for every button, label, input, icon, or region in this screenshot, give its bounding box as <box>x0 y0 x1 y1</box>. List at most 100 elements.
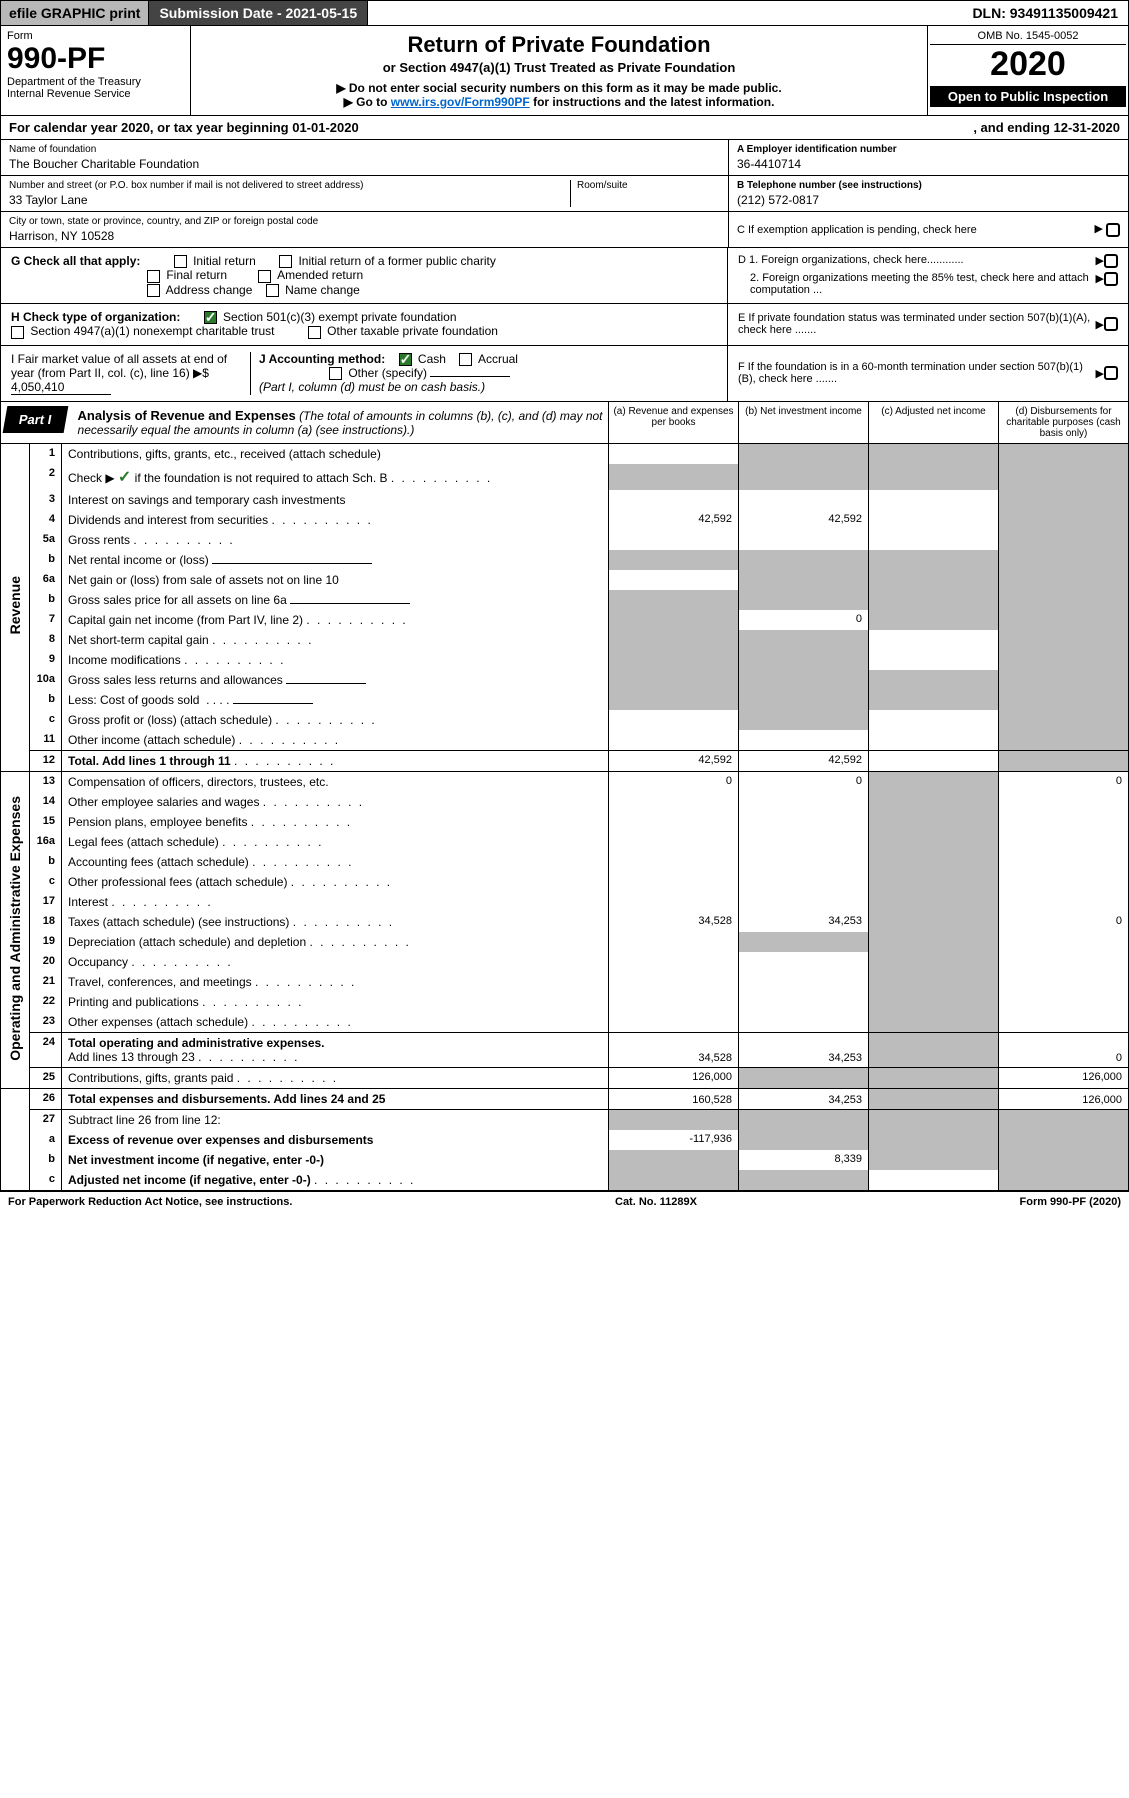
form-note-2: ▶ Go to www.irs.gov/Form990PF for instru… <box>201 95 917 109</box>
dept-label: Department of the Treasury <box>7 76 184 88</box>
initial-return-cb[interactable] <box>174 255 187 268</box>
line-21: Travel, conferences, and meetings <box>62 972 609 992</box>
part1-label: Part I <box>3 406 68 433</box>
revenue-section-label: Revenue <box>7 576 23 634</box>
line-22: Printing and publications <box>62 992 609 1012</box>
name-change-cb[interactable] <box>266 284 279 297</box>
other-method-cb[interactable] <box>329 367 342 380</box>
j-label: J Accounting method: <box>259 352 385 366</box>
j-note: (Part I, column (d) must be on cash basi… <box>259 380 485 394</box>
room-label: Room/suite <box>577 180 720 191</box>
calyear-end: , and ending 12-31-2020 <box>973 120 1120 135</box>
line-27a: Excess of revenue over expenses and disb… <box>62 1130 609 1150</box>
form-number: 990-PF <box>7 42 184 76</box>
footer-left: For Paperwork Reduction Act Notice, see … <box>8 1196 292 1208</box>
line-14: Other employee salaries and wages <box>62 792 609 812</box>
part1-table: Revenue 1Contributions, gifts, grants, e… <box>0 444 1129 1191</box>
exemption-checkbox[interactable] <box>1106 223 1120 237</box>
amended-cb[interactable] <box>258 270 271 283</box>
dln: DLN: 93491135009421 <box>962 1 1128 25</box>
part1-header: Part I Analysis of Revenue and Expenses … <box>0 402 1129 444</box>
f-label: F If the foundation is in a 60-month ter… <box>738 361 1096 385</box>
form-subtitle: or Section 4947(a)(1) Trust Treated as P… <box>201 60 917 75</box>
line-5b: Net rental income or (loss) <box>62 550 609 570</box>
line-4: Dividends and interest from securities <box>62 510 609 530</box>
col-c-header: (c) Adjusted net income <box>868 402 998 443</box>
address-change-cb[interactable] <box>147 284 160 297</box>
tax-year: 2020 <box>930 45 1126 84</box>
line-25: Contributions, gifts, grants paid <box>62 1067 609 1088</box>
line-15: Pension plans, employee benefits <box>62 812 609 832</box>
check-row-gd: G Check all that apply: Initial return I… <box>0 248 1129 304</box>
irs-label: Internal Revenue Service <box>7 88 184 100</box>
line-11: Other income (attach schedule) <box>62 730 609 751</box>
open-public-label: Open to Public Inspection <box>930 86 1126 107</box>
name-label: Name of foundation <box>9 144 720 155</box>
line-17: Interest <box>62 892 609 912</box>
e-checkbox[interactable] <box>1104 317 1118 331</box>
col-b-header: (b) Net investment income <box>738 402 868 443</box>
e-label: E If private foundation status was termi… <box>738 312 1096 336</box>
line-9: Income modifications <box>62 650 609 670</box>
col-d-header: (d) Disbursements for charitable purpose… <box>998 402 1128 443</box>
part1-title: Analysis of Revenue and Expenses <box>78 408 296 423</box>
footer-center: Cat. No. 11289X <box>615 1196 697 1208</box>
irs-link[interactable]: www.irs.gov/Form990PF <box>391 95 530 109</box>
d1-label: D 1. Foreign organizations, check here..… <box>738 254 1096 268</box>
d2-checkbox[interactable] <box>1104 272 1118 286</box>
final-return-cb[interactable] <box>147 270 160 283</box>
line-8: Net short-term capital gain <box>62 630 609 650</box>
ein-label: A Employer identification number <box>737 144 897 155</box>
line-10b: Less: Cost of goods sold . . . . <box>62 690 609 710</box>
cash-cb[interactable] <box>399 353 412 366</box>
501c3-cb[interactable] <box>204 311 217 324</box>
line-20: Occupancy <box>62 952 609 972</box>
line-6b: Gross sales price for all assets on line… <box>62 590 609 610</box>
line-23: Other expenses (attach schedule) <box>62 1012 609 1033</box>
line-27c: Adjusted net income (if negative, enter … <box>62 1170 609 1191</box>
ein-value: 36-4410714 <box>737 157 1120 171</box>
omb-number: OMB No. 1545-0052 <box>930 28 1126 45</box>
line-16a: Legal fees (attach schedule) <box>62 832 609 852</box>
calyear-begin: For calendar year 2020, or tax year begi… <box>9 120 359 135</box>
submission-date: Submission Date - 2021-05-15 <box>149 1 368 25</box>
expenses-section-label: Operating and Administrative Expenses <box>7 796 23 1061</box>
line-16c: Other professional fees (attach schedule… <box>62 872 609 892</box>
line-10c: Gross profit or (loss) (attach schedule) <box>62 710 609 730</box>
form-header: Form 990-PF Department of the Treasury I… <box>0 26 1129 116</box>
info-block: Name of foundation The Boucher Charitabl… <box>0 140 1129 248</box>
i-label: I Fair market value of all assets at end… <box>11 352 227 380</box>
line-27b: Net investment income (if negative, ente… <box>62 1150 609 1170</box>
col-a-header: (a) Revenue and expenses per books <box>608 402 738 443</box>
g-label: G Check all that apply: <box>11 254 140 268</box>
d2-label: 2. Foreign organizations meeting the 85%… <box>738 272 1096 296</box>
line-19: Depreciation (attach schedule) and deple… <box>62 932 609 952</box>
fmv-value: 4,050,410 <box>11 380 111 395</box>
addr-label: Number and street (or P.O. box number if… <box>9 180 570 191</box>
other-taxable-cb[interactable] <box>308 326 321 339</box>
phone-value: (212) 572-0817 <box>737 193 1120 207</box>
initial-public-cb[interactable] <box>279 255 292 268</box>
form-word: Form <box>7 30 184 42</box>
4947-cb[interactable] <box>11 326 24 339</box>
d1-checkbox[interactable] <box>1104 254 1118 268</box>
foundation-name: The Boucher Charitable Foundation <box>9 157 720 171</box>
line-27: Subtract line 26 from line 12: <box>62 1109 609 1130</box>
city-label: City or town, state or province, country… <box>9 216 720 227</box>
check-row-ijf: I Fair market value of all assets at end… <box>0 346 1129 402</box>
line-3: Interest on savings and temporary cash i… <box>62 490 609 510</box>
line-12: Total. Add lines 1 through 11 <box>62 750 609 771</box>
line-24: Total operating and administrative expen… <box>62 1032 609 1067</box>
line-18: Taxes (attach schedule) (see instruction… <box>62 912 609 932</box>
f-checkbox[interactable] <box>1104 366 1118 380</box>
street-address: 33 Taylor Lane <box>9 193 570 207</box>
form-note-1: ▶ Do not enter social security numbers o… <box>201 81 917 95</box>
line-13: Compensation of officers, directors, tru… <box>62 771 609 792</box>
h-label: H Check type of organization: <box>11 310 180 324</box>
calendar-year-row: For calendar year 2020, or tax year begi… <box>0 116 1129 140</box>
line-26: Total expenses and disbursements. Add li… <box>62 1088 609 1109</box>
line-16b: Accounting fees (attach schedule) <box>62 852 609 872</box>
line-1: Contributions, gifts, grants, etc., rece… <box>62 444 609 464</box>
accrual-cb[interactable] <box>459 353 472 366</box>
city-state-zip: Harrison, NY 10528 <box>9 229 720 243</box>
